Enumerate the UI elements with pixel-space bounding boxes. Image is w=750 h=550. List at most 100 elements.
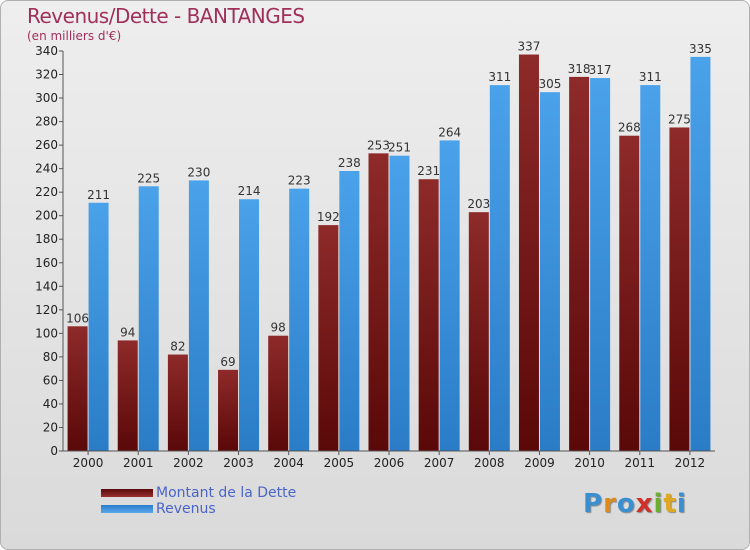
bar-dette (67, 326, 88, 451)
bar-revenus (239, 199, 260, 451)
bar-dette (619, 135, 640, 452)
logo-letter: i (676, 489, 687, 519)
bar-revenus (489, 85, 510, 451)
y-tick-label: 80 (43, 350, 58, 364)
bar-dette (167, 354, 188, 451)
y-tick-label: 220 (35, 185, 58, 199)
data-label: 251 (388, 141, 411, 155)
bar-dette (468, 212, 489, 451)
bar-revenus (590, 78, 611, 451)
y-tick-label: 120 (35, 303, 58, 317)
x-tick-label: 2003 (223, 456, 254, 470)
x-tick-label: 2006 (374, 456, 405, 470)
bar-revenus (88, 202, 109, 451)
y-tick-label: 300 (35, 91, 58, 105)
y-tick-label: 140 (35, 279, 58, 293)
bar-revenus (690, 56, 711, 451)
x-tick-label: 2002 (173, 456, 204, 470)
bar-revenus (539, 92, 560, 452)
data-label: 223 (288, 174, 311, 188)
y-tick-label: 280 (35, 115, 58, 129)
logo-letter: x (635, 489, 654, 519)
logo-letter: r (603, 489, 617, 519)
bar-dette (268, 335, 289, 451)
bar-revenus (439, 140, 460, 452)
legend-swatch-revenus (101, 505, 153, 513)
y-tick-label: 20 (43, 420, 58, 434)
bar-revenus (640, 85, 661, 451)
data-label: 275 (668, 112, 691, 126)
bar-dette (318, 225, 339, 451)
data-label: 211 (87, 188, 110, 202)
data-label: 317 (589, 63, 612, 77)
y-tick-label: 340 (35, 44, 58, 58)
data-label: 264 (438, 125, 461, 139)
proxiti-logo: Proxiti (583, 489, 687, 519)
chart-title: Revenus/Dette - BANTANGES (27, 4, 305, 28)
data-label: 214 (238, 184, 261, 198)
data-label: 203 (467, 197, 490, 211)
data-label: 238 (338, 156, 361, 170)
bar-dette (117, 340, 138, 451)
y-tick-label: 200 (35, 209, 58, 223)
data-label: 192 (317, 210, 340, 224)
bar-dette (418, 179, 439, 451)
data-label: 268 (618, 121, 641, 135)
x-tick-label: 2005 (324, 456, 355, 470)
bar-revenus (289, 188, 310, 451)
x-tick-label: 2011 (624, 456, 655, 470)
logo-letter: t (663, 489, 677, 519)
data-label: 337 (518, 40, 541, 54)
data-label: 94 (120, 325, 135, 339)
y-tick-label: 160 (35, 256, 58, 270)
data-label: 318 (568, 62, 591, 76)
bar-revenus (138, 186, 159, 451)
bar-dette (368, 153, 389, 451)
bar-dette (518, 54, 539, 451)
chart-subtitle: (en milliers d'€) (27, 29, 122, 43)
data-label: 69 (220, 355, 235, 369)
axes-layer (59, 50, 715, 455)
data-label: 335 (689, 42, 712, 56)
data-label: 230 (187, 165, 210, 179)
data-label: 311 (639, 70, 662, 84)
x-tick-label: 2010 (574, 456, 605, 470)
legend-swatch-dette (101, 489, 153, 497)
legend-label-dette: Montant de la Dette (156, 485, 297, 501)
x-tick-label: 2000 (73, 456, 104, 470)
bar-dette (569, 76, 590, 451)
x-tick-label: 2007 (424, 456, 455, 470)
data-label: 82 (170, 340, 185, 354)
y-tick-label: 60 (43, 373, 58, 387)
logo-letter: P (583, 489, 604, 519)
y-tick-label: 40 (43, 397, 58, 411)
y-tick-label: 100 (35, 326, 58, 340)
x-tick-label: 2004 (273, 456, 304, 470)
y-tick-label: 320 (35, 68, 58, 82)
data-label: 305 (539, 77, 562, 91)
logo-letter: i (653, 489, 664, 519)
x-tick-label: 2008 (474, 456, 505, 470)
data-label: 225 (137, 171, 160, 185)
y-tick-label: 0 (50, 444, 58, 458)
data-label: 231 (417, 164, 440, 178)
legend-label-revenus: Revenus (156, 501, 216, 517)
data-label: 311 (488, 70, 511, 84)
bar-revenus (339, 171, 360, 451)
bar-revenus (188, 180, 209, 452)
logo-letter: o (616, 489, 636, 519)
bars-layer (67, 54, 711, 452)
bar-revenus (389, 155, 410, 452)
data-label: 106 (66, 311, 89, 325)
x-tick-label: 2012 (675, 456, 706, 470)
y-tick-label: 180 (35, 232, 58, 246)
data-label: 98 (271, 321, 286, 335)
y-tick-label: 260 (35, 138, 58, 152)
bar-dette (218, 369, 239, 451)
bar-dette (669, 127, 690, 452)
labels-layer: 1062112000942252001822302002692142003982… (35, 40, 712, 470)
x-tick-label: 2001 (123, 456, 154, 470)
y-tick-label: 240 (35, 162, 58, 176)
